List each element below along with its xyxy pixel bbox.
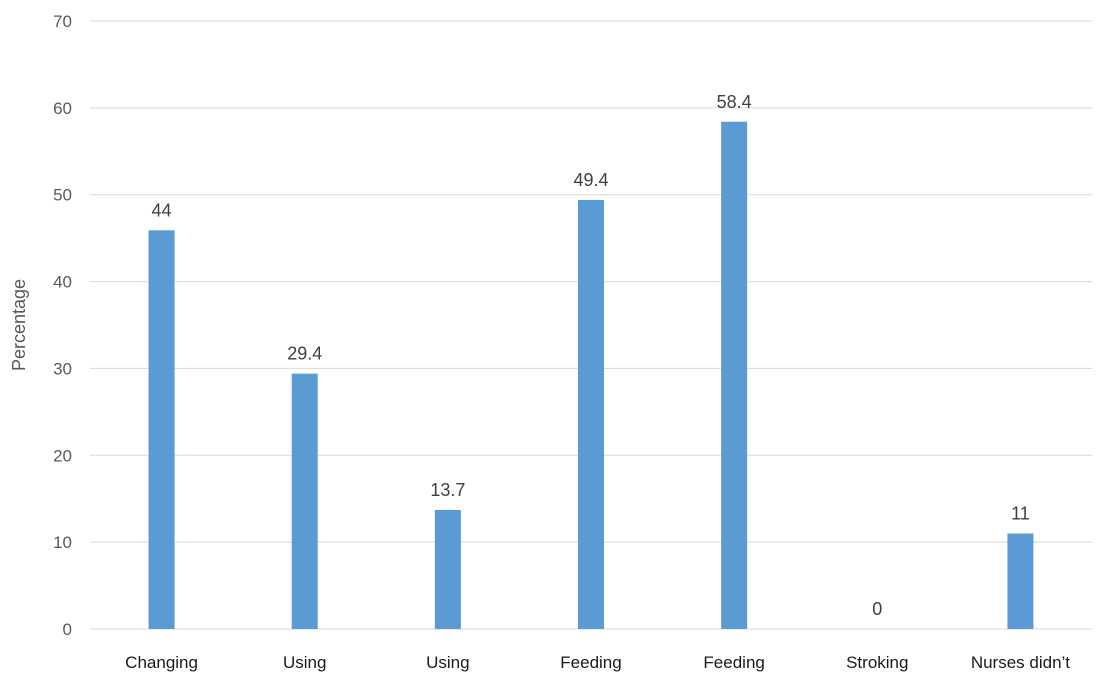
bar xyxy=(148,230,175,629)
data-label: 44 xyxy=(152,200,172,220)
x-category-label: Nurses didn’t xyxy=(971,653,1070,672)
bar xyxy=(1007,533,1034,629)
y-tick-label: 70 xyxy=(53,12,72,31)
data-label: 29.4 xyxy=(287,344,322,364)
bars xyxy=(148,121,1034,630)
y-tick-label: 20 xyxy=(53,446,72,465)
x-category-label: Stroking xyxy=(846,653,908,672)
y-tick-label: 40 xyxy=(53,273,72,292)
x-category-label: Changing xyxy=(125,653,198,672)
x-category-label: Using xyxy=(426,653,469,672)
data-labels: 44 29.4 13.7 49.4 58.4 0 11 xyxy=(152,92,1030,619)
x-axis-categories: Changing Using Using Feeding Feeding Stroking… xyxy=(125,653,1070,672)
x-category-label: Using xyxy=(283,653,326,672)
y-tick-label: 30 xyxy=(53,359,72,378)
data-label: 0 xyxy=(872,599,882,619)
bar xyxy=(434,510,461,629)
y-tick-label: 0 xyxy=(63,620,72,639)
x-category-label: Feeding xyxy=(560,653,621,672)
data-label: 58.4 xyxy=(717,92,752,112)
data-label: 49.4 xyxy=(573,170,608,190)
y-tick-label: 10 xyxy=(53,533,72,552)
y-axis-ticks: 0 10 20 30 40 50 60 70 xyxy=(53,12,72,639)
bar xyxy=(578,199,604,629)
y-tick-label: 50 xyxy=(53,186,72,205)
y-tick-label: 60 xyxy=(53,99,72,118)
data-label: 13.7 xyxy=(430,480,465,500)
data-label: 11 xyxy=(1011,503,1030,523)
x-category-label: Feeding xyxy=(703,653,764,672)
bar xyxy=(721,121,748,630)
bar xyxy=(291,373,318,629)
y-axis-label: Percentage xyxy=(9,279,29,371)
